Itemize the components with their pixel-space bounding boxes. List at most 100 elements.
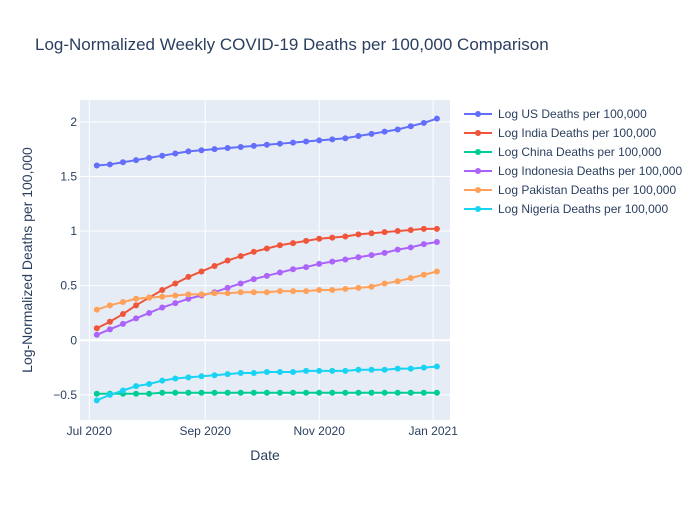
data-point — [316, 137, 323, 144]
data-point — [329, 389, 336, 396]
data-point — [420, 364, 427, 371]
data-point — [276, 368, 283, 375]
data-point — [329, 136, 336, 143]
data-point — [394, 365, 401, 372]
data-point — [263, 289, 270, 296]
legend-label: Log China Deaths per 100,000 — [498, 145, 662, 159]
data-point — [119, 387, 126, 394]
data-point — [106, 161, 113, 168]
data-point — [290, 266, 297, 273]
series-1 — [93, 225, 440, 332]
data-point — [133, 315, 140, 322]
data-point — [433, 389, 440, 396]
data-point — [303, 138, 310, 145]
data-point — [263, 272, 270, 279]
data-point — [159, 152, 166, 159]
data-point — [316, 235, 323, 242]
series-5 — [93, 363, 440, 404]
legend-swatch-marker — [475, 206, 481, 212]
data-point — [342, 367, 349, 374]
data-point — [172, 280, 179, 287]
data-point — [119, 311, 126, 318]
data-point — [407, 123, 414, 130]
data-point — [159, 287, 166, 294]
data-point — [329, 287, 336, 294]
data-point — [420, 271, 427, 278]
data-point — [172, 300, 179, 307]
data-point — [146, 380, 153, 387]
data-point — [329, 234, 336, 241]
data-point — [290, 288, 297, 295]
data-point — [303, 288, 310, 295]
data-point — [172, 292, 179, 299]
data-point — [159, 293, 166, 300]
y-tick-label: 0 — [70, 333, 77, 347]
grid-layer — [80, 100, 450, 420]
data-point — [250, 276, 257, 283]
data-point — [394, 389, 401, 396]
data-point — [237, 389, 244, 396]
data-point — [250, 248, 257, 255]
data-point — [237, 253, 244, 260]
data-point — [224, 257, 231, 264]
data-point — [263, 141, 270, 148]
chart-title: Log-Normalized Weekly COVID-19 Deaths pe… — [35, 35, 549, 54]
data-point — [93, 162, 100, 169]
data-point — [407, 389, 414, 396]
data-point — [355, 231, 362, 238]
data-point — [172, 150, 179, 157]
data-point — [237, 289, 244, 296]
y-axis: −0.5 0 0.5 1 1.5 2 — [53, 115, 77, 402]
legend-label: Log India Deaths per 100,000 — [498, 126, 656, 140]
data-point — [394, 228, 401, 235]
data-point — [394, 278, 401, 285]
data-point — [355, 284, 362, 291]
data-point — [290, 389, 297, 396]
series-layer — [93, 115, 440, 404]
legend-swatch-marker — [475, 149, 481, 155]
data-point — [329, 258, 336, 265]
data-point — [342, 285, 349, 292]
data-point — [237, 370, 244, 377]
data-point — [119, 320, 126, 327]
legend-label: Log US Deaths per 100,000 — [498, 107, 647, 121]
data-point — [224, 284, 231, 291]
data-point — [133, 295, 140, 302]
data-point — [93, 306, 100, 313]
data-point — [211, 389, 218, 396]
data-point — [316, 260, 323, 267]
series-3 — [93, 238, 440, 338]
data-point — [172, 389, 179, 396]
data-point — [276, 140, 283, 147]
legend-item: Log Pakistan Deaths per 100,000 — [464, 183, 676, 197]
data-point — [224, 145, 231, 152]
data-point — [146, 154, 153, 161]
data-point — [407, 244, 414, 251]
data-point — [106, 302, 113, 309]
data-point — [355, 389, 362, 396]
legend-item: Log India Deaths per 100,000 — [464, 126, 656, 140]
data-point — [119, 159, 126, 166]
x-axis-title: Date — [250, 447, 280, 463]
y-tick-label: 1 — [70, 224, 77, 238]
data-point — [198, 291, 205, 298]
data-point — [290, 139, 297, 146]
plot-background — [80, 100, 450, 420]
data-point — [407, 365, 414, 372]
data-point — [316, 389, 323, 396]
y-tick-label: 0.5 — [60, 279, 77, 293]
data-point — [342, 135, 349, 142]
data-point — [303, 237, 310, 244]
data-point — [263, 245, 270, 252]
data-point — [250, 370, 257, 377]
y-tick-label: −0.5 — [53, 388, 77, 402]
data-point — [290, 240, 297, 247]
legend-item: Log Nigeria Deaths per 100,000 — [464, 202, 668, 216]
y-tick-label: 2 — [70, 115, 77, 129]
data-point — [263, 368, 270, 375]
legend-label: Log Indonesia Deaths per 100,000 — [498, 164, 682, 178]
data-point — [106, 391, 113, 398]
data-point — [355, 254, 362, 261]
data-point — [198, 389, 205, 396]
